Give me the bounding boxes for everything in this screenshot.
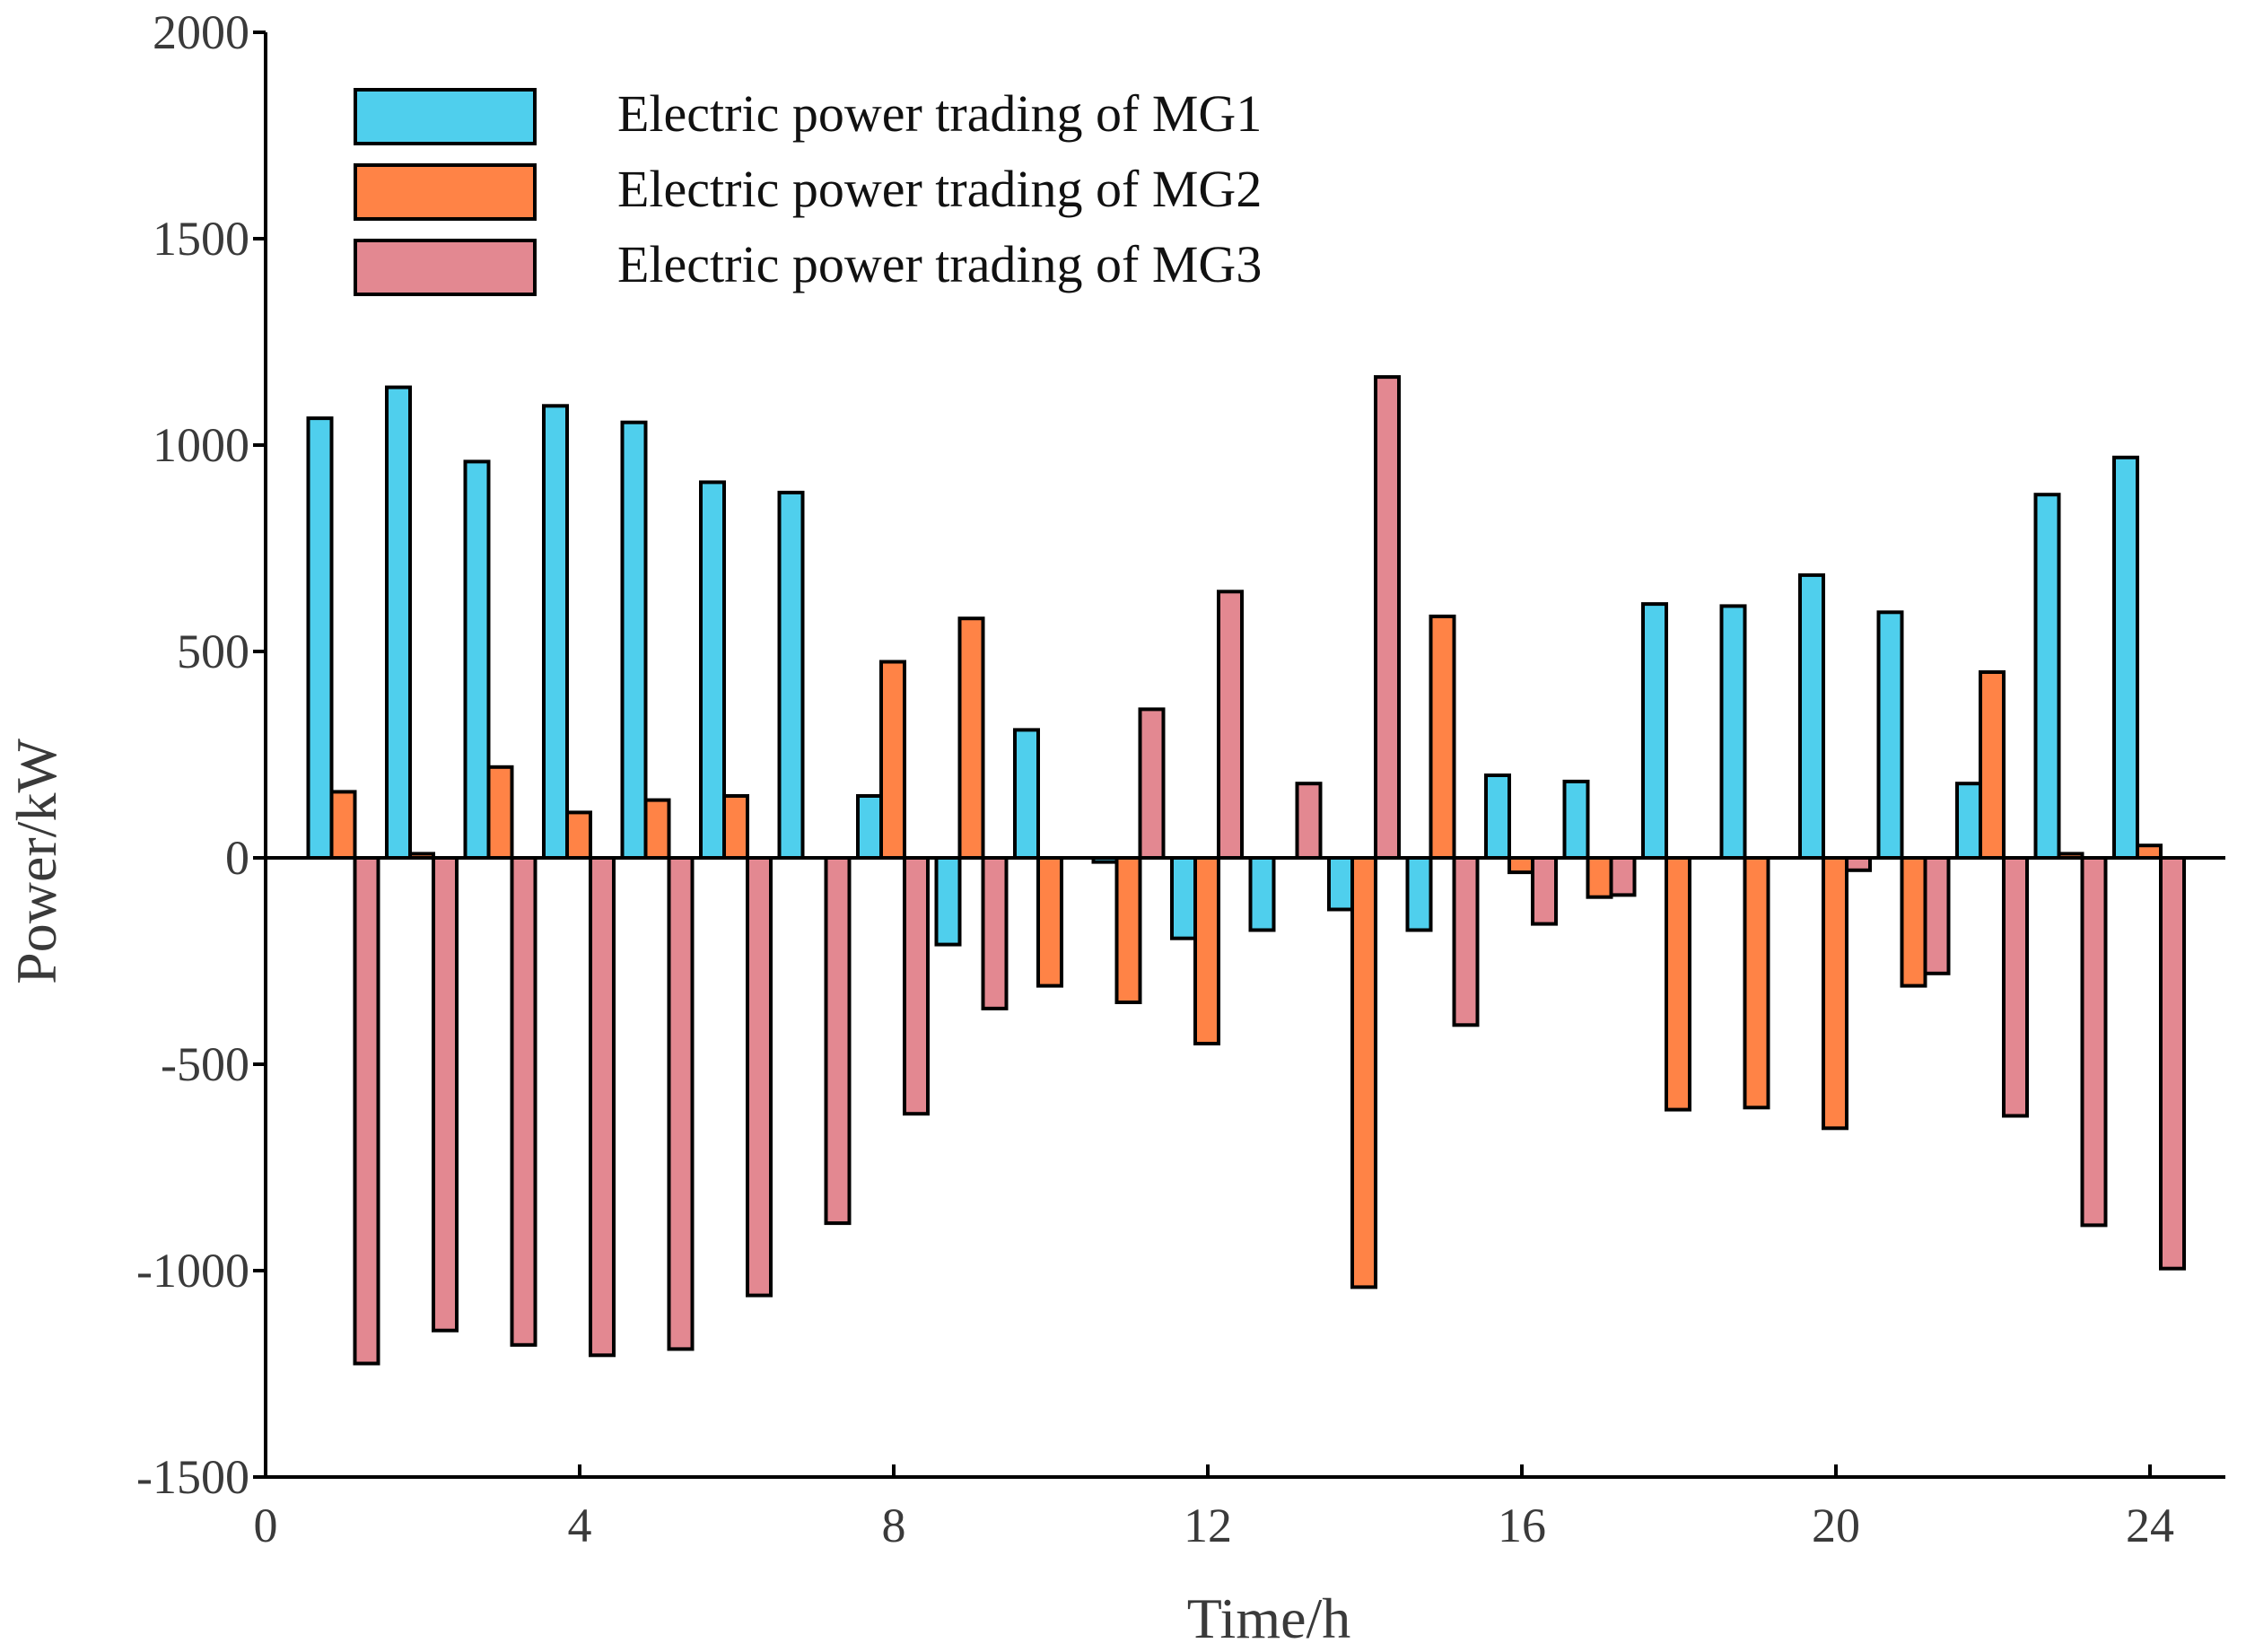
bar-mg2-t1 [329,790,357,861]
bar-mg2-t18 [1665,856,1691,1112]
bar-mg2-t9 [957,616,985,860]
bar-mg2-t24 [2136,843,2163,861]
y-axis-title: Power/kW [4,739,68,984]
bar-mg1-t6 [699,480,726,861]
bar-mg2-t5 [643,798,671,860]
x-tick-label: 16 [1498,1499,1546,1552]
legend-swatch-mg3 [354,239,537,296]
bar-mg2-t21 [1900,856,1927,988]
legend-swatch-mg2 [354,163,537,221]
bar-mg1-t23 [2033,493,2061,860]
ticks-group: -1500 -1000 -500 0 500 1000 1500 2000 0 4 8 12 16 20 2… [136,5,2174,1552]
bar-mg3-t16 [1531,856,1558,926]
axes-group [264,32,2225,1479]
x-tick-label: 0 [254,1499,278,1552]
bar-mg1-t13 [1248,856,1276,932]
y-tick-label: 2000 [153,5,249,59]
bar-mg2-t17 [1586,856,1613,899]
bar-mg1-t14 [1327,856,1354,912]
y-tick-label: -1500 [136,1450,249,1504]
legend-label-mg3: Electric power trading of MG3 [617,235,1262,293]
bar-mg1-t7 [777,490,805,861]
bar-mg3-t7 [824,856,852,1226]
legend-label-mg1: Electric power trading of MG1 [617,84,1262,143]
bar-mg3-t24 [2159,856,2186,1271]
bar-mg2-t15 [1429,614,1456,861]
bar-mg3-t11 [1138,707,1166,861]
x-tick-label: 24 [2126,1499,2174,1552]
bar-mg1-t8 [856,794,883,860]
bar-mg1-t2 [385,385,412,861]
y-tick-label: 0 [225,831,249,885]
legend-label-mg2: Electric power trading of MG2 [617,160,1262,218]
bar-mg3-t4 [589,856,616,1358]
y-tick-label: -500 [161,1037,249,1091]
bar-mg2-t22 [1979,670,2006,860]
bar-mg3-t3 [510,856,537,1347]
bar-mg2-t19 [1743,856,1770,1110]
bar-mg3-t8 [903,856,930,1116]
bar-mg3-t20 [1845,856,1872,872]
bar-mg3-t13 [1295,782,1323,861]
bar-mg1-t18 [1641,602,1668,860]
bar-mg1-t22 [1955,782,1982,861]
bar-mg2-t4 [565,810,592,861]
bar-mg3-t9 [981,856,1009,1010]
bar-mg2-t3 [486,765,514,860]
bar-mg1-t5 [620,420,648,860]
bar-mg2-t11 [1114,856,1142,1004]
bar-mg1-t19 [1719,604,1747,861]
bar-mg1-t4 [542,404,569,860]
bar-mg1-t16 [1484,774,1511,860]
bar-mg1-t1 [306,416,334,860]
bar-mg2-t14 [1350,856,1377,1289]
bar-mg3-t12 [1217,590,1244,860]
x-tick-label: 8 [882,1499,906,1552]
bar-mg1-t15 [1405,856,1433,932]
bar-mg2-t10 [1036,856,1063,988]
bar-mg2-t6 [722,794,749,860]
bar-mg1-t9 [934,856,962,947]
bar-mg2-t16 [1508,856,1534,875]
bar-mg1-t10 [1013,728,1040,861]
bar-mg1-t12 [1170,856,1197,940]
legend-swatch-mg1 [354,88,537,145]
bar-mg3-t17 [1609,856,1637,897]
x-tick-label: 4 [568,1499,592,1552]
bar-mg3-t5 [667,856,695,1351]
y-tick-label: -1000 [136,1244,249,1298]
bar-mg3-t2 [432,856,459,1333]
y-tick-label: 500 [177,625,249,678]
bars-group [306,375,2186,1366]
bar-mg1-t21 [1876,610,1904,860]
y-tick-label: 1000 [153,418,249,472]
legend: Electric power trading of MG1 Electric po… [354,84,1262,296]
bar-mg3-t15 [1452,856,1480,1027]
bar-mg1-t20 [1798,573,1825,861]
bar-mg2-t12 [1193,856,1220,1045]
bar-mg2-t20 [1822,856,1848,1131]
bar-mg1-t3 [463,459,491,861]
y-tick-label: 1500 [153,212,249,266]
bar-mg3-t1 [353,856,380,1366]
bar-mg3-t21 [1923,856,1951,975]
bar-mg2-t8 [879,660,906,860]
bar-mg3-t6 [746,856,773,1298]
bar-mg3-t22 [2002,856,2029,1118]
x-tick-label: 12 [1184,1499,1232,1552]
x-tick-label: 20 [1812,1499,1860,1552]
bar-mg1-t17 [1562,779,1590,861]
bar-mg3-t14 [1374,375,1401,861]
bar-mg3-t23 [2080,856,2108,1228]
x-axis-title: Time/h [1187,1586,1351,1650]
bar-mg1-t24 [2112,455,2139,860]
